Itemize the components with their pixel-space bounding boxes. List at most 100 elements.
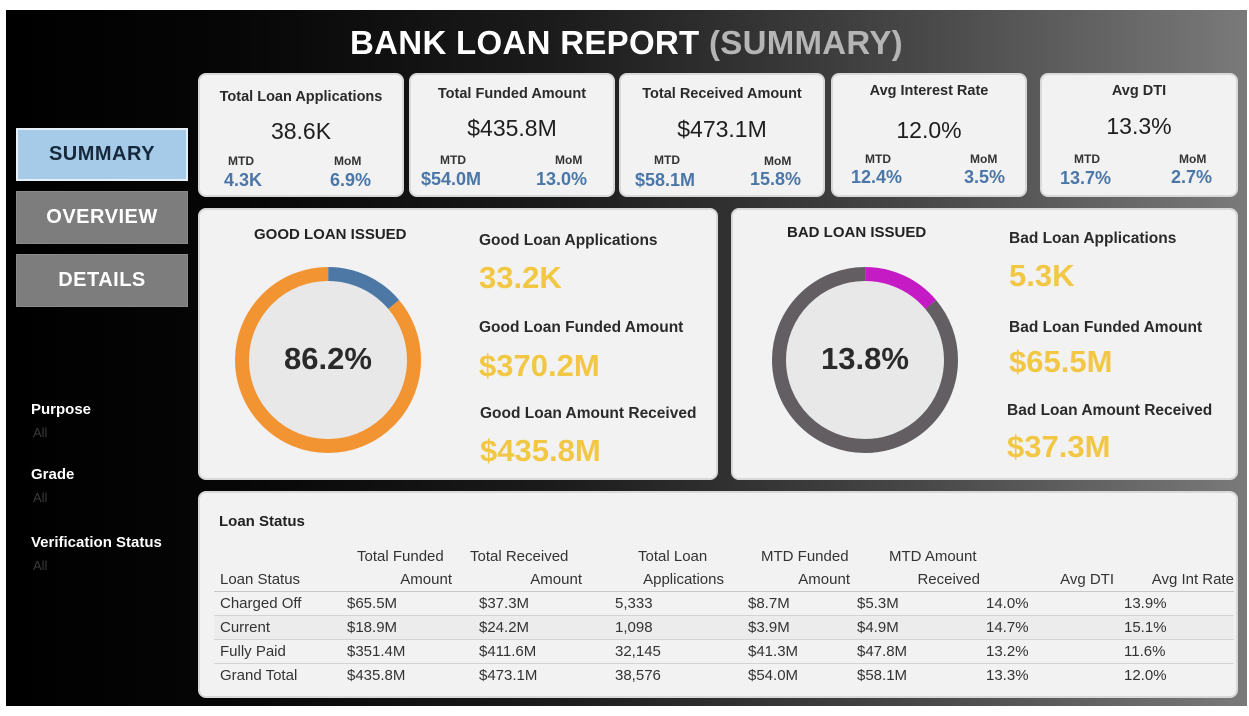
- good-donut-inner: [246, 278, 410, 442]
- good-funded-value: $370.2M: [479, 348, 600, 383]
- table-cell: $3.9M: [724, 615, 850, 640]
- filter-purpose-dropdown[interactable]: All: [33, 425, 48, 440]
- table-cell: $435.8M: [340, 663, 452, 687]
- bad-donut-rest-arc: [772, 267, 958, 453]
- header-line: Total Loan: [638, 548, 708, 565]
- column-header-total-received[interactable]: Total Received Amount: [452, 545, 582, 592]
- header-line: Avg DTI: [1060, 571, 1114, 588]
- good-funded-label: Good Loan Funded Amount: [479, 319, 684, 336]
- kpi-title: Avg DTI: [1111, 83, 1167, 99]
- kpi-value: $435.8M: [467, 115, 557, 141]
- column-header-loan-status[interactable]: Loan Status: [214, 545, 340, 592]
- header-line: Total Funded: [357, 548, 444, 565]
- table-cell: 13.9%: [1120, 591, 1234, 616]
- table-row: Charged Off $65.5M $37.3M 5,333 $8.7M $5…: [214, 591, 1234, 616]
- header-line: Avg Int Rate: [1151, 571, 1234, 588]
- good-apps-label: Good Loan Applications: [479, 232, 658, 249]
- table-cell: $37.3M: [452, 591, 582, 616]
- table-cell: 1,098: [582, 615, 724, 640]
- kpi-mom-label: MoM: [555, 153, 583, 167]
- kpi-mom-label: MoM: [334, 154, 362, 168]
- good-apps-value: 33.2K: [479, 260, 562, 295]
- page-title: BANK LOAN REPORT (SUMMARY): [6, 24, 1247, 62]
- bad-loan-panel: BAD LOAN ISSUED 13.8% Bad Loan Applicati…: [731, 208, 1238, 480]
- nav-details-button[interactable]: DETAILS: [16, 254, 188, 307]
- bad-loan-title: BAD LOAN ISSUED: [787, 224, 927, 241]
- kpi-mtd-value: $58.1M: [635, 170, 696, 190]
- table-header-row: Loan Status Total Funded Amount Total Rec…: [214, 545, 1234, 592]
- kpi-mtd-label: MTD: [440, 153, 466, 167]
- column-header-mtd-funded[interactable]: MTD Funded Amount: [724, 545, 850, 592]
- table-cell: $8.7M: [724, 591, 850, 616]
- column-header-avg-int-rate[interactable]: Avg Int Rate: [1120, 545, 1234, 592]
- bad-received-value: $37.3M: [1007, 429, 1111, 464]
- header-line: Amount: [798, 571, 850, 588]
- filter-verification-dropdown[interactable]: All: [33, 558, 48, 573]
- kpi-mom-value: 13.0%: [536, 169, 588, 189]
- header-line: Amount: [400, 571, 452, 588]
- bad-loan-percent: 13.8%: [821, 341, 909, 376]
- table-total-row: Grand Total $435.8M $473.1M 38,576 $54.0…: [214, 663, 1234, 687]
- table-cell: Current: [214, 615, 340, 640]
- kpi-card-avg-interest: Avg Interest Rate 12.0% MTD 12.4% MoM 3.…: [831, 73, 1027, 197]
- table-cell: 5,333: [582, 591, 724, 616]
- table-cell: $18.9M: [340, 615, 452, 640]
- table-cell: $5.3M: [850, 591, 980, 616]
- good-received-value: $435.8M: [480, 433, 601, 468]
- filter-grade-dropdown[interactable]: All: [33, 490, 48, 505]
- kpi-mtd-value: 12.4%: [851, 167, 903, 187]
- column-header-mtd-received[interactable]: MTD Amount Received: [850, 545, 980, 592]
- table-cell: 11.6%: [1120, 639, 1234, 664]
- table-cell: $411.6M: [452, 639, 582, 664]
- table-row: Fully Paid $351.4M $411.6M 32,145 $41.3M…: [214, 639, 1234, 664]
- table-cell: Charged Off: [214, 591, 340, 616]
- kpi-mom-value: 6.9%: [330, 170, 372, 190]
- kpi-card-total-received: Total Received Amount $473.1M MTD $58.1M…: [619, 73, 825, 197]
- good-loan-percent: 86.2%: [284, 341, 372, 376]
- header-line: Loan Status: [220, 571, 301, 588]
- kpi-mtd-value: 4.3K: [224, 170, 263, 190]
- bad-funded-value: $65.5M: [1009, 344, 1113, 379]
- kpi-mom-value: 2.7%: [1171, 167, 1213, 187]
- loan-status-panel: Loan Status Loan Status Total Funded Amou…: [198, 491, 1238, 698]
- kpi-title: Total Loan Applications: [219, 89, 383, 105]
- good-loan-panel: GOOD LOAN ISSUED 86.2% Good Loan Applica…: [198, 208, 718, 480]
- header-line: Applications: [643, 571, 724, 588]
- kpi-value: 38.6K: [270, 118, 332, 144]
- column-header-total-applications[interactable]: Total Loan Applications: [582, 545, 724, 592]
- kpi-mtd-label: MTD: [228, 154, 254, 168]
- table-cell: $47.8M: [850, 639, 980, 664]
- header-line: MTD Amount: [889, 548, 977, 565]
- nav-overview-button[interactable]: OVERVIEW: [16, 191, 188, 244]
- table-cell: $24.2M: [452, 615, 582, 640]
- table-cell: 32,145: [582, 639, 724, 664]
- kpi-mtd-label: MTD: [654, 153, 680, 167]
- kpi-value: $473.1M: [677, 116, 767, 142]
- kpi-mtd-value: 13.7%: [1060, 168, 1112, 188]
- bad-apps-label: Bad Loan Applications: [1009, 230, 1177, 247]
- loan-status-table: Loan Status Total Funded Amount Total Rec…: [214, 545, 1234, 687]
- column-header-total-funded[interactable]: Total Funded Amount: [340, 545, 452, 592]
- header-line: Amount: [530, 571, 582, 588]
- table-cell: 13.3%: [980, 663, 1120, 687]
- page-title-main: BANK LOAN REPORT: [350, 24, 700, 61]
- table-cell: Grand Total: [214, 663, 340, 687]
- table-cell: 38,576: [582, 663, 724, 687]
- table-cell: 14.0%: [980, 591, 1120, 616]
- filter-purpose-label: Purpose: [31, 401, 92, 418]
- table-cell: $473.1M: [452, 663, 582, 687]
- table-cell: 12.0%: [1120, 663, 1234, 687]
- kpi-title: Total Received Amount: [642, 86, 802, 102]
- dashboard-canvas: BANK LOAN REPORT (SUMMARY) SUMMARY OVERV…: [6, 10, 1247, 706]
- good-loan-title: GOOD LOAN ISSUED: [254, 226, 407, 243]
- kpi-mtd-label: MTD: [865, 152, 891, 166]
- loan-status-title: Loan Status: [219, 513, 305, 530]
- column-header-avg-dti[interactable]: Avg DTI: [980, 545, 1120, 592]
- good-received-label: Good Loan Amount Received: [480, 405, 697, 422]
- page-title-sub: (SUMMARY): [708, 24, 903, 61]
- header-line: Total Received: [470, 548, 569, 565]
- nav-summary-button[interactable]: SUMMARY: [16, 128, 188, 181]
- kpi-title: Avg Interest Rate: [869, 83, 989, 99]
- table-cell: $65.5M: [340, 591, 452, 616]
- good-donut-main-arc: [235, 267, 421, 453]
